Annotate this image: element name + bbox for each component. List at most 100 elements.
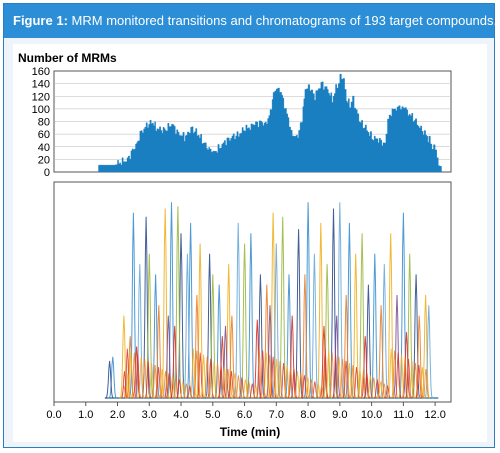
chromatogram-minor-peak [314, 383, 322, 399]
chromatogram-minor-peak [137, 356, 145, 399]
chromatogram-peak [421, 294, 431, 399]
x-tick-label: 1.0 [78, 409, 93, 421]
chromatogram-minor-peak [141, 358, 149, 399]
mrm-y-tick-label: 20 [38, 154, 50, 166]
chromatogram-minor-peak [335, 356, 343, 399]
chromatogram-minor-peak [342, 360, 350, 399]
chromatogram-minor-peak [356, 369, 364, 399]
chromatogram-minor-peak [148, 362, 156, 399]
chromatogram-minor-peak [162, 371, 169, 399]
chromatogram-peak [303, 202, 313, 399]
chromatogram-minor-peak [346, 362, 353, 399]
chromatogram-minor-peak [328, 352, 336, 399]
mrm-y-tick-label: 140 [32, 79, 50, 91]
x-tick-label: 7.0 [269, 409, 284, 421]
chromatogram-minor-peak [387, 348, 395, 399]
chromatogram-peak [268, 212, 278, 399]
chromatogram-minor-peak [203, 356, 211, 399]
chromatogram-minor-peak [207, 358, 215, 399]
x-tick-label: 8.0 [300, 409, 315, 421]
x-tick-label: 5.0 [205, 409, 220, 421]
chromatogram-minor-peak [248, 383, 256, 399]
chromatogram-minor-peak [193, 350, 201, 399]
chromatogram-minor-peak [287, 367, 294, 399]
chromatogram-chart: 0.0 1.0 2.0 3.0 4.0 5.0 6.0 7.0 8.0 9.0 10.0 11.0 12… [46, 181, 452, 421]
chromatogram-minor-peak [283, 364, 291, 399]
x-tick-label: 12.0 [424, 409, 445, 421]
chromatogram-peak [271, 243, 281, 399]
chromatogram-minor-peak [273, 358, 281, 399]
chromatogram-minor-peak [294, 371, 301, 399]
chromatogram-minor-peak [373, 379, 381, 399]
chromatogram-minor-peak [124, 373, 132, 399]
chromatogram-minor-peak [169, 375, 176, 399]
figure-frame: Figure 1: MRM monitored transitions and … [3, 3, 498, 448]
chromatogram-peak [300, 274, 310, 399]
mrm-y-tick-label: 0 [44, 167, 50, 179]
chromatogram-peak [376, 305, 386, 399]
chromatogram-minor-peak [321, 348, 329, 399]
chromatogram-minor-peak [217, 364, 225, 399]
chromatogram-minor-peak [300, 375, 308, 399]
chromatogram-minor-peak [214, 362, 222, 399]
chromatogram-minor-peak [259, 350, 267, 399]
mrm-y-tick-label: 120 [32, 91, 50, 103]
mrm-count-area [98, 73, 442, 173]
chromatogram-minor-peak [280, 362, 287, 399]
chromatogram-minor-peak [304, 377, 312, 399]
x-tick-label: 10.0 [361, 409, 382, 421]
chromatogram-minor-peak [366, 375, 374, 399]
chromatogram-minor-peak [290, 369, 298, 399]
chromatogram-minor-peak [245, 381, 253, 399]
chromatogram-minor-peak [418, 367, 426, 399]
chromatogram-peak [108, 356, 118, 399]
chromatogram-minor-peak [221, 367, 228, 399]
chromatogram-minor-peak [408, 360, 416, 399]
chromatogram-minor-peak [353, 367, 360, 399]
x-tick-label: 9.0 [332, 409, 347, 421]
chromatogram-minor-peak [384, 385, 392, 399]
mrm-y-tick-label: 80 [38, 117, 50, 129]
chromatogram-minor-peak [318, 385, 326, 399]
chart-panel: Number of MRMs 0 20 40 60 80 100 120 140 160 0.0… [13, 44, 487, 442]
figure-caption: MRM monitored transitions and chromatogr… [71, 13, 498, 28]
chromatogram-minor-peak [307, 379, 315, 399]
chromatogram-minor-peak [121, 371, 128, 399]
chromatogram-minor-peak [370, 377, 378, 399]
chromatogram-minor-peak [224, 369, 232, 399]
chromatogram-minor-peak [332, 354, 340, 399]
chromatogram-minor-peak [200, 354, 208, 399]
mrm-y-tick-label: 160 [32, 66, 50, 78]
chromatogram-peak [154, 305, 164, 399]
figure-label: Figure 1: [13, 13, 68, 28]
chromatogram-minor-peak [127, 350, 135, 399]
chromatogram-minor-peak [398, 354, 406, 399]
chromatogram-minor-peak [422, 369, 430, 399]
chromatogram-peak [160, 208, 170, 399]
chromatogram-minor-peak [269, 356, 277, 399]
chromatogram-minor-peak [394, 352, 402, 399]
chromatogram-minor-peak [144, 360, 152, 399]
chromatogram-minor-peak [196, 352, 204, 399]
chromatogram-minor-peak [276, 360, 284, 399]
chromatogram-peak [227, 315, 237, 399]
chromatogram-minor-peak [391, 350, 399, 399]
chromatogram-minor-peak [165, 373, 173, 399]
x-tick-label: 4.0 [173, 409, 188, 421]
x-tick-label: 0.0 [46, 409, 61, 421]
chromatogram-minor-peak [297, 373, 305, 399]
chromatogram-minor-peak [158, 369, 166, 399]
chromatogram-minor-peak [266, 354, 274, 399]
chromatogram-minor-peak [130, 352, 138, 399]
chromatogram-minor-peak [415, 364, 423, 399]
chromatogram-peak [105, 360, 114, 399]
x-tick-label: 11.0 [393, 409, 414, 421]
chromatogram-minor-peak [231, 373, 239, 399]
chromatogram-peak [195, 243, 205, 399]
chromatogram-minor-peak [189, 348, 197, 399]
chromatogram-peak [233, 222, 243, 399]
chromatogram-minor-peak [134, 354, 142, 399]
chromatogram-minor-peak [151, 364, 159, 399]
